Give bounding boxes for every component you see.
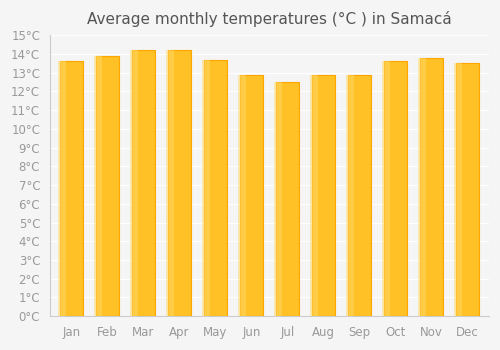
- Bar: [456, 63, 479, 316]
- Bar: [130, 50, 138, 316]
- Bar: [384, 62, 407, 316]
- Bar: [166, 50, 174, 316]
- Bar: [420, 58, 443, 316]
- Bar: [418, 58, 426, 316]
- Bar: [348, 75, 371, 316]
- Bar: [204, 60, 227, 316]
- Bar: [60, 62, 83, 316]
- Bar: [96, 56, 119, 316]
- Title: Average monthly temperatures (°C ) in Samacá: Average monthly temperatures (°C ) in Sa…: [87, 11, 452, 27]
- Bar: [382, 62, 390, 316]
- Bar: [310, 75, 318, 316]
- Bar: [202, 60, 210, 316]
- Bar: [168, 50, 191, 316]
- Bar: [346, 75, 354, 316]
- Bar: [276, 82, 299, 316]
- Bar: [238, 75, 246, 316]
- Bar: [454, 63, 462, 316]
- Bar: [58, 62, 66, 316]
- Bar: [312, 75, 335, 316]
- Bar: [94, 56, 102, 316]
- Bar: [132, 50, 155, 316]
- Bar: [274, 82, 282, 316]
- Bar: [240, 75, 263, 316]
